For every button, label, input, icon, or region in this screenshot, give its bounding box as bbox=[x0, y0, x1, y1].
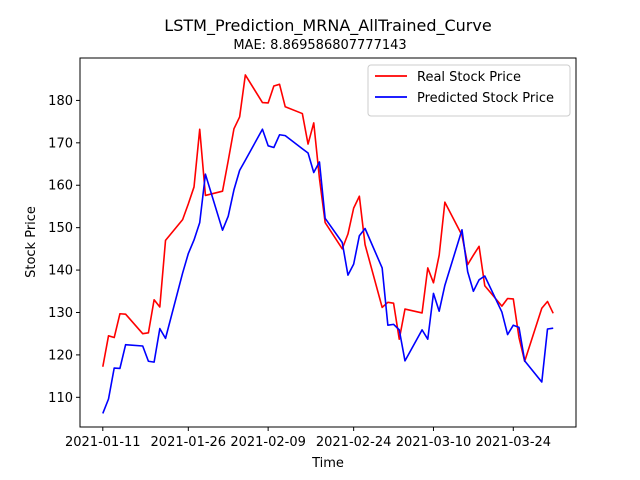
x-axis: 2021-01-11 2021-01-26 2021-02-09 2021-02-24… bbox=[65, 427, 551, 450]
plot-frame bbox=[79, 57, 577, 428]
x-tick-label: 2021-03-10 bbox=[396, 435, 472, 450]
y-tick-label: 130 bbox=[48, 306, 73, 321]
legend-label-real: Real Stock Price bbox=[417, 70, 521, 85]
y-axis: 110 120 130 140 150 160 170 180 bbox=[48, 94, 80, 406]
x-tick-label: 2021-02-09 bbox=[230, 435, 306, 450]
x-axis-label: Time bbox=[311, 456, 344, 471]
y-tick-label: 180 bbox=[48, 94, 73, 109]
legend-box bbox=[367, 64, 571, 117]
y-tick-label: 150 bbox=[48, 221, 73, 236]
y-tick-label: 110 bbox=[48, 391, 73, 406]
chart-subtitle: MAE: 8.869586807777143 bbox=[233, 38, 406, 53]
plot-lines bbox=[102, 74, 554, 414]
y-tick-label: 160 bbox=[48, 179, 73, 194]
legend: Real Stock Price Predicted Stock Price bbox=[367, 64, 571, 117]
x-tick-label: 2021-02-24 bbox=[316, 435, 392, 450]
x-tick-label: 2021-01-11 bbox=[65, 435, 141, 450]
y-tick-label: 170 bbox=[48, 136, 73, 151]
y-tick-label: 120 bbox=[48, 348, 73, 363]
x-tick-label: 2021-01-26 bbox=[151, 435, 227, 450]
y-tick-label: 140 bbox=[48, 264, 73, 279]
y-axis-label: Stock Price bbox=[24, 206, 39, 278]
series-line-real bbox=[102, 74, 554, 367]
legend-label-predicted: Predicted Stock Price bbox=[417, 91, 554, 106]
x-tick-label: 2021-03-24 bbox=[476, 435, 552, 450]
series-line-predicted bbox=[102, 128, 554, 414]
chart-title: LSTM_Prediction_MRNA_AllTrained_Curve bbox=[164, 16, 491, 36]
